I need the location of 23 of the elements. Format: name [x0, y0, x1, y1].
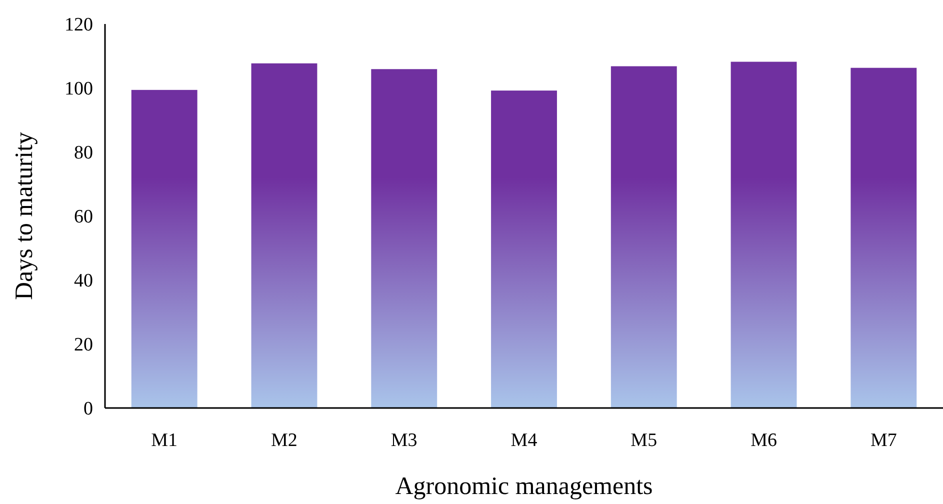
- bar: [251, 63, 318, 408]
- x-tick-label: M1: [151, 430, 178, 451]
- bar: [371, 69, 438, 408]
- x-tick-label: M2: [271, 430, 298, 451]
- bar: [730, 62, 797, 408]
- bar: [491, 90, 557, 408]
- bar: [131, 90, 198, 408]
- y-tick-label: 100: [64, 78, 93, 100]
- x-tick-label: M5: [630, 430, 658, 451]
- y-tick-label: 80: [74, 142, 93, 164]
- x-tick-label: M7: [870, 430, 897, 451]
- y-axis-title: Days to maturity: [11, 131, 38, 300]
- x-tick-label: M4: [510, 430, 538, 451]
- y-tick-label: 20: [74, 334, 93, 356]
- y-tick-label: 60: [74, 206, 93, 228]
- y-tick-label: 40: [74, 270, 93, 292]
- x-tick-label: M6: [750, 430, 777, 451]
- y-tick-label: 120: [64, 14, 93, 36]
- x-tick-label: M3: [390, 430, 418, 451]
- bar: [610, 66, 677, 408]
- bar: [850, 68, 917, 408]
- x-axis-title: Agronomic managements: [395, 473, 653, 500]
- y-tick-label: 0: [84, 398, 93, 420]
